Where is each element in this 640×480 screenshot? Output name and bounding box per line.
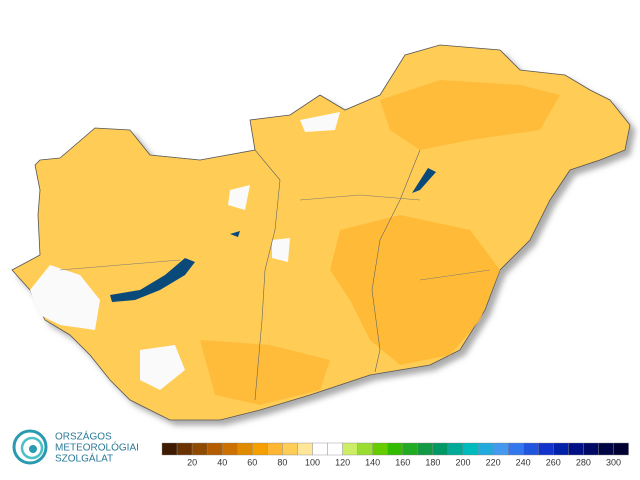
lake-velence (230, 231, 240, 237)
legend-swatch (267, 442, 283, 456)
hungary-map (11, 44, 631, 421)
legend-swatch (372, 442, 388, 456)
legend-swatch (568, 442, 584, 456)
river (149, 149, 281, 401)
legend-swatch (613, 442, 629, 456)
dry-area (380, 80, 560, 150)
legend-swatch (583, 442, 599, 456)
legend-tick-label: 180 (425, 457, 440, 467)
legend-swatch (417, 442, 434, 456)
logo-text: METEOROLÓGIAI (55, 441, 139, 454)
legend-swatch (161, 442, 178, 456)
legend-tick-label: 80 (277, 457, 287, 467)
legend-swatch (462, 442, 479, 456)
legend-swatch (282, 442, 298, 456)
legend-tick-label: 240 (516, 457, 531, 467)
legend-swatch (553, 442, 569, 456)
legend-swatch (252, 442, 268, 456)
legend: 20 40 60 80 100 120 140 160 180 200 220 240 260 280 30… (161, 442, 629, 467)
legend-tick-label: 220 (486, 457, 501, 467)
logo-text: ORSZÁGOS (55, 430, 112, 443)
legend-swatch (342, 442, 358, 456)
legend-swatch (507, 442, 524, 456)
lake-balaton (110, 258, 195, 302)
legend-swatch (447, 442, 464, 456)
legend-swatch (402, 442, 419, 456)
wet-area (30, 265, 100, 330)
legend-swatch (357, 442, 373, 456)
legend-swatch (432, 442, 449, 456)
legend-tick-label: 160 (395, 457, 410, 467)
legend-swatch (297, 442, 313, 456)
legend-swatch (598, 442, 614, 456)
legend-tick-label: 140 (365, 457, 380, 467)
legend-swatch (176, 442, 193, 456)
border-line (59, 194, 491, 281)
legend-swatch (492, 442, 509, 456)
logo-text: SZOLGÁLAT (55, 452, 113, 465)
legend-swatch (523, 442, 539, 456)
legend-swatch (221, 442, 238, 456)
wet-area (228, 185, 250, 210)
logo-ring (20, 436, 44, 460)
wet-area (140, 345, 185, 390)
legend-swatch (538, 442, 554, 456)
wet-area (300, 112, 340, 132)
legend-swatch (312, 442, 328, 456)
legend-tick-label: 300 (606, 457, 621, 467)
logo-ring (29, 445, 37, 453)
legend-tick-label: 40 (217, 457, 227, 467)
legend-tick-label: 200 (455, 457, 470, 467)
legend-tick-label: 120 (335, 457, 350, 467)
legend-tick-label: 260 (546, 457, 561, 467)
river (371, 149, 421, 373)
legend-swatch (387, 442, 404, 456)
legend-swatch (191, 442, 208, 456)
legend-tick-label: 60 (247, 457, 257, 467)
legend-tick-label: 20 (187, 457, 197, 467)
logo-ring (12, 429, 48, 465)
dry-area (330, 215, 500, 365)
lake-tisza (412, 168, 436, 193)
legend-swatch (237, 442, 253, 456)
wet-area (272, 238, 290, 262)
legend-swatch (206, 442, 223, 456)
dry-area (200, 340, 330, 405)
legend-swatch (477, 442, 494, 456)
legend-tick-label: 100 (305, 457, 320, 467)
legend-tick-label: 280 (576, 457, 591, 467)
logo: ORSZÁGOS METEOROLÓGIAI SZOLGÁLAT (12, 429, 139, 465)
legend-swatch (327, 442, 343, 456)
